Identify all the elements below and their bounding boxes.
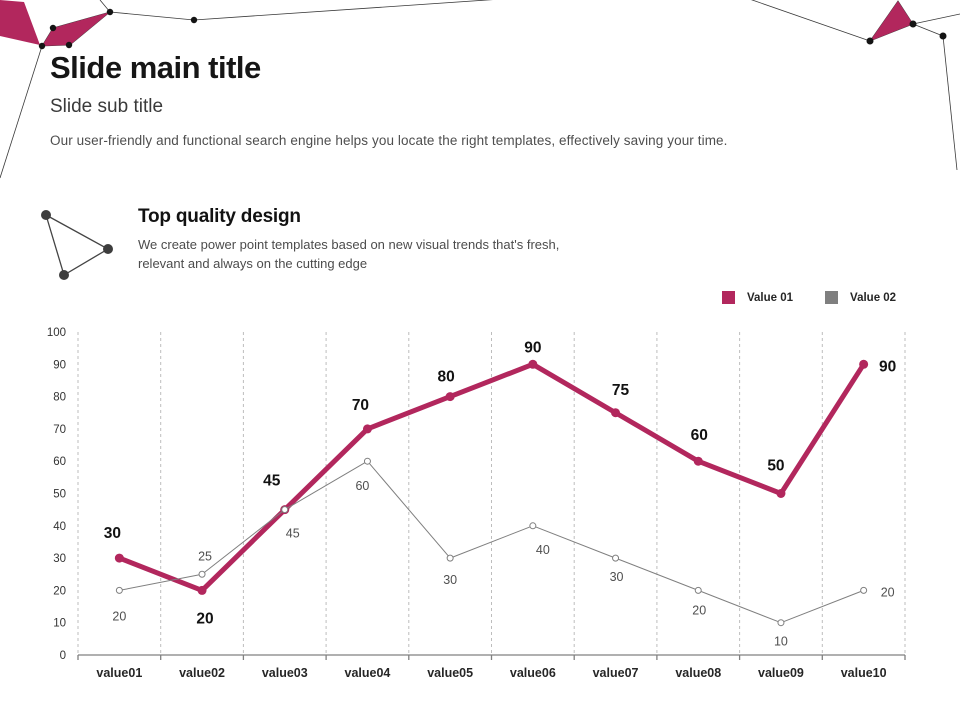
triangle-network-icon [41,210,113,280]
data-label: 75 [612,382,630,399]
y-tick-label: 70 [53,424,66,436]
data-label: 50 [767,458,784,475]
y-tick-label: 60 [53,456,66,468]
data-label: 30 [443,573,457,587]
data-label: 20 [112,609,126,623]
series-line-1 [118,460,865,624]
data-label: 20 [196,610,213,627]
data-point [776,489,786,498]
data-point [362,424,372,434]
data-point [446,554,454,562]
y-tick-label: 100 [47,327,66,339]
x-tick-label: value10 [841,666,887,680]
data-label: 70 [352,397,369,414]
x-tick-label: value06 [510,666,556,680]
data-point [197,585,207,595]
right-triangle-shape [870,1,913,41]
data-point [445,392,455,402]
data-label: 90 [879,358,896,375]
data-point [612,554,620,562]
data-point [611,408,621,418]
data-point [114,553,124,563]
data-point [859,359,869,369]
data-point [528,359,538,369]
data-point [860,586,868,594]
data-label: 10 [774,635,788,649]
y-tick-label: 40 [53,521,66,533]
data-label: 30 [610,570,624,584]
data-point [115,586,123,594]
data-label: 60 [691,427,708,444]
y-tick-label: 50 [53,489,66,501]
y-tick-label: 20 [53,585,66,597]
left-polygon-shape [0,0,40,45]
data-label: 80 [438,369,455,386]
y-tick-label: 0 [60,650,66,662]
data-label: 60 [355,479,369,493]
y-tick-label: 80 [53,392,66,404]
data-label: 45 [263,473,281,490]
left-dart-shape [42,12,110,46]
x-tick-label: value09 [758,666,804,680]
data-label: 30 [104,525,121,542]
legend-item-value01: Value 01 [722,291,793,304]
data-label: 45 [286,527,300,541]
data-point [693,456,703,466]
data-label: 90 [524,339,541,356]
data-point [363,457,371,465]
line-chart: 0 10 20 30 40 50 60 70 80 90 100 value01 value02 valu… [47,327,906,680]
x-tick-label: value03 [262,666,308,680]
x-tick-label: value02 [179,666,225,680]
network-node-dots [38,8,947,50]
data-label: 20 [881,585,895,599]
legend-item-value02: Value 02 [825,291,896,304]
feature-heading: Top quality design [138,206,301,227]
data-label: 20 [692,603,706,617]
x-tick-label: value08 [675,666,721,680]
y-tick-label: 30 [53,553,66,565]
slide-description: Our user-friendly and functional search … [50,133,728,148]
series-line-0 [116,361,867,593]
legend-label-value02: Value 02 [850,291,897,304]
legend-label-value01: Value 01 [747,291,794,304]
x-tick-label: value05 [427,666,473,680]
data-label: 40 [536,543,550,557]
data-point [529,522,537,530]
legend-swatch-value02 [825,291,839,304]
network-lines [0,0,960,179]
x-tick-label: value01 [96,666,142,680]
x-tick-label: value07 [593,666,639,680]
feature-block: Top quality design We create power point… [138,206,598,273]
data-point [198,570,206,578]
chart-legend: Value 01 Value 02 [722,291,896,304]
data-point [694,586,702,594]
slide-title: Slide main title [50,50,261,85]
x-tick-label: value04 [345,666,391,680]
data-label: 25 [198,549,212,563]
y-tick-label: 10 [53,618,66,630]
data-point [281,506,289,514]
feature-text: We create power point templates based on… [138,237,560,272]
slide-subtitle: Slide sub title [50,96,164,117]
y-tick-label: 90 [53,359,66,371]
legend-swatch-value01 [722,291,735,304]
data-point [777,619,785,627]
